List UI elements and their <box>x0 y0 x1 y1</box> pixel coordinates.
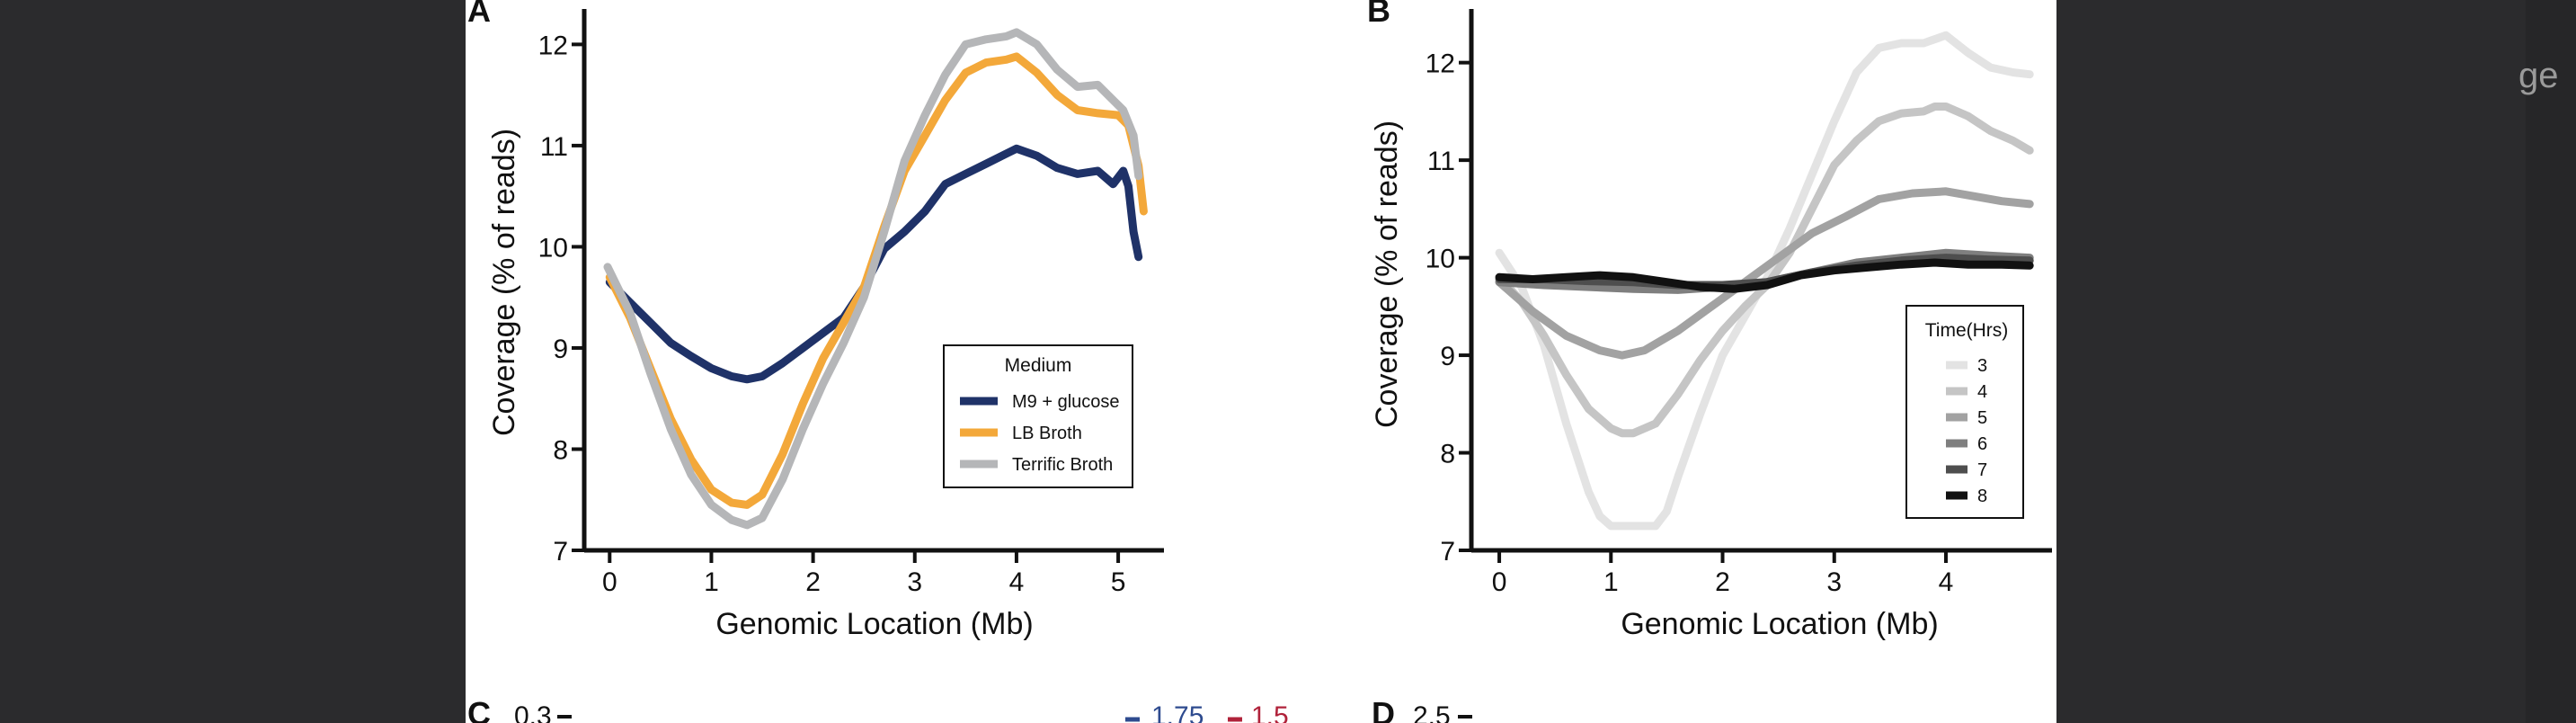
panel-c-letter: C <box>467 695 491 723</box>
panel-a-xtick-label: 0 <box>602 567 617 597</box>
panel-b-legend-title: Time(Hrs) <box>1925 320 2009 341</box>
panel-a-ytick-label: 10 <box>538 233 568 263</box>
panel-b-lines <box>1495 31 2034 531</box>
panel-b-legend-label-2: 4 <box>1977 382 1987 402</box>
panel-b-xtick-label: 2 <box>1715 567 1730 597</box>
side-text-fragment: ge <box>2518 56 2559 95</box>
panel-a-ytick-label: 12 <box>538 31 568 60</box>
panel-a-xtick-label: 4 <box>1009 567 1025 597</box>
panel-a-xtick-label: 1 <box>704 567 719 597</box>
panel-a-ytick-label: 11 <box>540 132 568 162</box>
panel-a-legend-title: Medium <box>1005 355 1072 376</box>
figure-page <box>466 0 2056 723</box>
panel-c-tick: 0.3 <box>514 701 552 723</box>
panel-b-ytick-label: 9 <box>1440 342 1455 371</box>
panel-a-series-1-line <box>605 144 1143 384</box>
panel-a-ytick-label: 9 <box>553 335 568 364</box>
panel-b-ytick-label: 8 <box>1440 440 1455 469</box>
panel-b-ylabel: Coverage (% of reads) <box>1370 120 1404 428</box>
panel-a-xtick-label: 3 <box>907 567 922 597</box>
panel-a-xtick-label: 2 <box>805 567 821 597</box>
panel-b-series-3-line <box>1495 187 2034 360</box>
panel-a-legend-label-2: LB Broth <box>1012 424 1082 443</box>
panel-c-legend-value-1: 1.75 <box>1151 701 1204 723</box>
panel-b-legend-box <box>1905 305 2024 519</box>
panel-c-legend-value-2: 1.5 <box>1251 701 1289 723</box>
panel-a-lines <box>603 28 1148 530</box>
bottom-row-fragments: C 0.3 1.75 1.5 D 2.5 <box>467 695 1472 723</box>
panel-a-legend-label-1: M9 + glucose <box>1012 392 1120 412</box>
panel-b-legend-label-6: 8 <box>1977 486 1987 506</box>
panel-a-xtick-label: 5 <box>1111 567 1126 597</box>
panel-a-letter: A <box>467 0 491 29</box>
panel-a-series-3-line <box>603 28 1143 530</box>
panel-a-ytick-label: 7 <box>553 537 568 567</box>
panel-b-xtick-label: 3 <box>1826 567 1842 597</box>
panel-b-xtick-label: 0 <box>1492 567 1507 597</box>
panel-b-series-6-line <box>1495 258 2034 293</box>
panel-a-legend-label-3: Terrific Broth <box>1012 455 1113 475</box>
panel-a-legend: Medium M9 + glucose LB Broth Terrific Brot… <box>943 344 1133 488</box>
viewer-side-strip <box>2526 0 2576 723</box>
panel-b-letter: B <box>1367 0 1390 29</box>
panel-b-ytick-label: 12 <box>1426 49 1455 79</box>
panel-b-legend-label-5: 7 <box>1977 460 1987 480</box>
panel-b-legend: Time(Hrs) 3 4 5 6 7 8 <box>1905 305 2024 519</box>
panel-a-ytick-label: 8 <box>553 435 568 465</box>
panel-b-legend-label-3: 5 <box>1977 408 1987 428</box>
panel-a-xlabel: Genomic Location (Mb) <box>715 607 1033 641</box>
panel-b-legend-label-4: 6 <box>1977 434 1987 454</box>
panel-b-ytick-label: 10 <box>1426 245 1455 274</box>
panel-a-legend-items: M9 + glucose LB Broth Terrific Broth <box>960 392 1120 475</box>
panel-b-xtick-label: 4 <box>1939 567 1954 597</box>
panel-b-ytick-label: 7 <box>1440 537 1455 567</box>
panel-d-tick: 2.5 <box>1413 701 1451 723</box>
panel-b-xlabel: Genomic Location (Mb) <box>1621 607 1938 641</box>
panel-b-series-1-line <box>1495 31 2034 531</box>
panel-b-xtick-label: 1 <box>1603 567 1619 597</box>
panel-b-ytick-label: 11 <box>1427 147 1455 176</box>
panel-d-letter: D <box>1372 695 1395 723</box>
panel-b-legend-label-1: 3 <box>1977 356 1987 376</box>
panel-a-ylabel: Coverage (% of reads) <box>487 129 521 436</box>
panel-b-legend-items: 3 4 5 6 7 8 <box>1946 356 1987 506</box>
